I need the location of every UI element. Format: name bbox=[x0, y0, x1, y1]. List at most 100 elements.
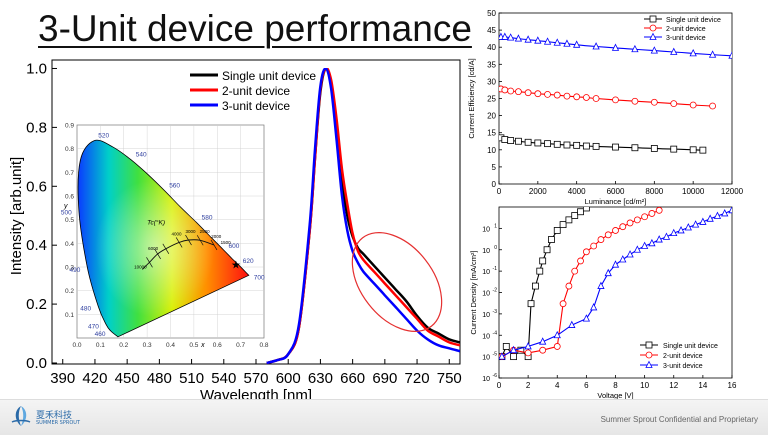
eff-data-point bbox=[507, 87, 515, 95]
spectrum-highlight-ellipse bbox=[351, 232, 443, 332]
jv-data-point bbox=[648, 210, 656, 217]
eff-data-point bbox=[709, 102, 716, 110]
jv-data-point bbox=[597, 281, 605, 289]
eff-data-point bbox=[631, 97, 639, 105]
jv-legend-label: 2-unit device bbox=[663, 353, 703, 360]
jv-legend-label: Single unit device bbox=[663, 343, 718, 350]
eff-y-tick-label: 0 bbox=[492, 180, 497, 189]
jv-data-point bbox=[590, 242, 598, 250]
jv-data-point bbox=[524, 349, 532, 357]
cie-wavelength-label: 620 bbox=[243, 258, 254, 265]
eff-data-point bbox=[515, 88, 522, 96]
eff-data-point bbox=[524, 138, 532, 146]
cie-x-tick-label: 0.2 bbox=[119, 342, 128, 349]
eff-data-point bbox=[501, 136, 509, 143]
eff-y-tick-label: 35 bbox=[487, 60, 496, 69]
cie-x-tick-label: 0.6 bbox=[213, 342, 222, 349]
jv-data-point bbox=[509, 345, 518, 354]
jv-data-point bbox=[499, 352, 506, 360]
jv-data-point bbox=[633, 245, 641, 253]
jv-series-line bbox=[501, 209, 660, 358]
jv-x-tick-label: 6 bbox=[584, 381, 589, 390]
jv-data-point bbox=[612, 227, 619, 234]
eff-x-tick-label: 12000 bbox=[721, 187, 744, 196]
cie-temperature-label: 2000 bbox=[211, 234, 222, 239]
footer-bar: 夏禾科技 SUMMER SPROUT Summer Sprout Confide… bbox=[0, 399, 768, 435]
eff-data-point bbox=[563, 92, 571, 100]
cie-temperature-label: 3000 bbox=[186, 229, 197, 234]
eff-data-point bbox=[544, 90, 551, 98]
cie-temperature-label: 10000 bbox=[134, 265, 147, 270]
cie-y-tick-label: 0.2 bbox=[65, 288, 74, 295]
jv-y-tick-exponent: 1 bbox=[494, 223, 497, 229]
cie-wavelength-label: 700 bbox=[254, 274, 265, 281]
jv-data-point bbox=[517, 346, 525, 354]
slide-title: 3-Unit device performance bbox=[38, 8, 472, 49]
jv-data-point bbox=[548, 236, 555, 243]
jv-series-group bbox=[499, 207, 732, 361]
cie-y-tick-label: 0.5 bbox=[65, 217, 74, 224]
jv-data-point bbox=[559, 300, 567, 308]
jv-data-point bbox=[539, 257, 547, 265]
eff-data-point bbox=[611, 43, 620, 51]
eff-data-point bbox=[670, 100, 678, 108]
jv-data-point bbox=[510, 353, 517, 361]
jv-data-point bbox=[597, 236, 605, 243]
jv-y-tick-label: 10 bbox=[482, 312, 490, 319]
jv-data-point bbox=[684, 223, 692, 231]
spectrum-x-tick-label: 600 bbox=[276, 370, 301, 387]
spectrum-series-line bbox=[266, 68, 460, 364]
spectrum-x-tick-label: 420 bbox=[82, 370, 107, 387]
cie-wavelength-label: 520 bbox=[98, 133, 109, 140]
jv-data-point bbox=[565, 282, 573, 290]
eff-data-point bbox=[612, 96, 619, 104]
cie-wavelength-label: 460 bbox=[95, 331, 106, 338]
cie-x-axis-label: x bbox=[200, 342, 205, 349]
jv-data-point bbox=[571, 212, 579, 219]
cie-wavelength-label: 470 bbox=[88, 323, 99, 330]
cie-wavelength-label: 500 bbox=[61, 210, 72, 217]
eff-data-point bbox=[553, 91, 561, 99]
cie-temperature-label: 2500 bbox=[200, 229, 211, 234]
jv-data-point bbox=[721, 209, 729, 217]
cie-x-tick-label: 0.4 bbox=[166, 342, 175, 349]
jv-data-point bbox=[582, 248, 590, 256]
cie-wavelength-label: 560 bbox=[169, 182, 180, 189]
jv-data-point bbox=[532, 282, 539, 290]
eff-x-tick-label: 6000 bbox=[607, 187, 625, 196]
eff-legend-marker bbox=[649, 24, 657, 32]
eff-y-axis-label: Current Efficiency [cd/A] bbox=[467, 58, 476, 138]
eff-data-point bbox=[631, 44, 639, 53]
jv-y-tick-exponent: -1 bbox=[493, 266, 498, 272]
cie-isotherm-tick bbox=[154, 248, 161, 260]
cie-temperature-label: 6000 bbox=[148, 246, 159, 251]
jv-y-tick-label: 10 bbox=[482, 248, 490, 255]
jv-data-point bbox=[568, 320, 576, 328]
eff-y-tick-label: 20 bbox=[487, 112, 496, 121]
eff-data-point bbox=[501, 32, 509, 40]
eff-data-point bbox=[515, 137, 522, 145]
jv-data-point bbox=[655, 207, 663, 214]
jv-y-tick-label: 10 bbox=[482, 291, 490, 298]
jv-y-tick-label: 10 bbox=[482, 333, 490, 340]
cie-wavelength-label: 480 bbox=[80, 306, 91, 313]
eff-data-point bbox=[650, 46, 658, 54]
eff-x-tick-label: 0 bbox=[497, 187, 502, 196]
jv-x-tick-label: 14 bbox=[698, 381, 707, 390]
eff-legend-label: 2-unit device bbox=[666, 26, 706, 33]
spectrum-y-tick-label: 0.6 bbox=[26, 178, 47, 195]
eff-series-line bbox=[500, 88, 713, 107]
cie-y-tick-label: 0.1 bbox=[65, 312, 74, 319]
jv-data-point bbox=[565, 216, 573, 224]
cie-locus-label: Tc(°K) bbox=[147, 218, 165, 226]
eff-data-point bbox=[631, 144, 639, 152]
eff-data-point bbox=[534, 36, 542, 44]
jv-y-tick-exponent: -4 bbox=[493, 330, 498, 336]
spectrum-y-tick-label: 0.4 bbox=[26, 237, 47, 254]
eff-data-point bbox=[573, 40, 581, 48]
spectrum-y-tick-label: 0.8 bbox=[26, 119, 47, 136]
cie-wavelength-label: 600 bbox=[229, 243, 240, 250]
jv-data-point bbox=[527, 300, 535, 308]
eff-data-point bbox=[689, 48, 697, 57]
